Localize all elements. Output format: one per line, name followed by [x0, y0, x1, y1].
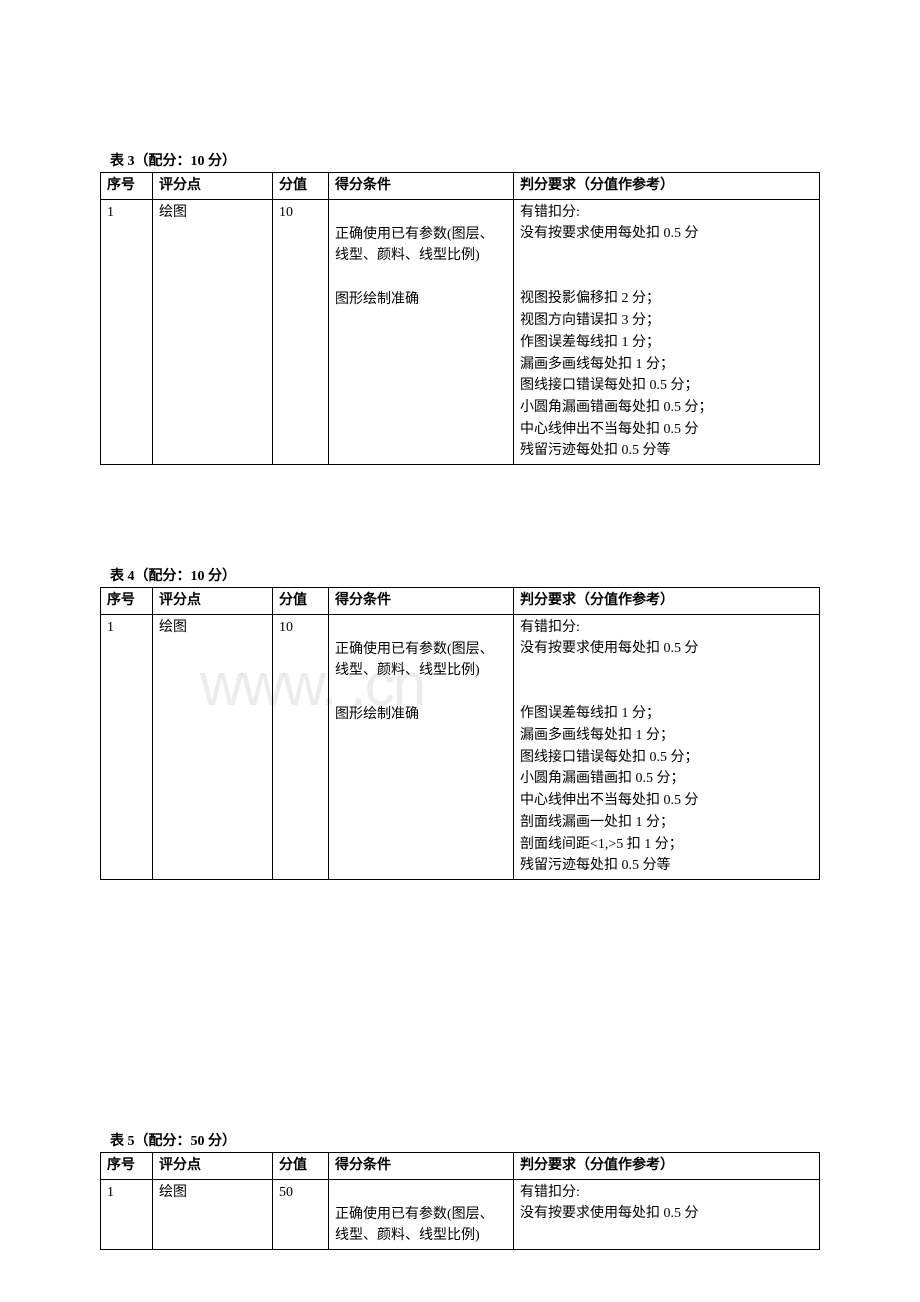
table5-requirement: 有错扣分: 没有按要求使用每处扣 0.5 分: [514, 1179, 820, 1249]
table5-score: 50: [273, 1179, 329, 1249]
req-line: 中心线伸出不当每处扣 0.5 分: [520, 419, 813, 441]
table3: 序号 评分点 分值 得分条件 判分要求（分值作参考） 1 绘图 10 正确使用已…: [100, 172, 820, 465]
req-line: 有错扣分:: [520, 617, 813, 639]
table3-title: 表 3（配分：10 分）: [100, 150, 820, 170]
req-line: 图线接口错误每处扣 0.5 分；: [520, 747, 813, 769]
table4-cond-line2: 图形绘制准确: [335, 704, 507, 726]
table3-seq: 1: [101, 199, 153, 464]
table4-cond-line1: 正确使用已有参数(图层、线型、颜料、线型比例): [335, 639, 507, 682]
table3-point: 绘图: [153, 199, 273, 464]
table3-row-1: 1 绘图 10 正确使用已有参数(图层、线型、颜料、线型比例) 图形绘制准确 有…: [101, 199, 820, 464]
table4-point: 绘图: [153, 614, 273, 879]
header-score: 分值: [273, 587, 329, 614]
req-line: 小圆角漏画错画扣 0.5 分；: [520, 768, 813, 790]
header-point: 评分点: [153, 1152, 273, 1179]
table4-seq: 1: [101, 614, 153, 879]
table4-requirement: 有错扣分: 没有按要求使用每处扣 0.5 分 作图误差每线扣 1 分； 漏画多画…: [514, 614, 820, 879]
table5-point: 绘图: [153, 1179, 273, 1249]
header-point: 评分点: [153, 173, 273, 200]
table4-row-1: 1 绘图 10 正确使用已有参数(图层、线型、颜料、线型比例) 图形绘制准确 有…: [101, 614, 820, 879]
table3-cond-line1: 正确使用已有参数(图层、线型、颜料、线型比例): [335, 224, 507, 267]
req-line: [520, 682, 813, 704]
header-requirement: 判分要求（分值作参考）: [514, 173, 820, 200]
req-line: 没有按要求使用每处扣 0.5 分: [520, 1203, 813, 1225]
req-line: 没有按要求使用每处扣 0.5 分: [520, 638, 813, 660]
req-line: 漏画多画线每处扣 1 分；: [520, 725, 813, 747]
table5-condition: 正确使用已有参数(图层、线型、颜料、线型比例): [329, 1179, 514, 1249]
header-seq: 序号: [101, 1152, 153, 1179]
header-seq: 序号: [101, 587, 153, 614]
header-requirement: 判分要求（分值作参考）: [514, 587, 820, 614]
req-line: 有错扣分:: [520, 1182, 813, 1204]
req-line: 剖面线间距<1,>5 扣 1 分；: [520, 834, 813, 856]
header-condition: 得分条件: [329, 173, 514, 200]
req-line: 作图误差每线扣 1 分；: [520, 332, 813, 354]
header-point: 评分点: [153, 587, 273, 614]
req-line: 剖面线漏画一处扣 1 分；: [520, 812, 813, 834]
table4-header-row: 序号 评分点 分值 得分条件 判分要求（分值作参考）: [101, 587, 820, 614]
header-condition: 得分条件: [329, 587, 514, 614]
table4: 序号 评分点 分值 得分条件 判分要求（分值作参考） 1 绘图 10 正确使用已…: [100, 587, 820, 880]
req-line: 图线接口错误每处扣 0.5 分；: [520, 375, 813, 397]
table4-title: 表 4（配分：10 分）: [100, 565, 820, 585]
table5: 序号 评分点 分值 得分条件 判分要求（分值作参考） 1 绘图 50 正确使用已…: [100, 1152, 820, 1250]
req-line: 小圆角漏画错画每处扣 0.5 分；: [520, 397, 813, 419]
req-line: 残留污迹每处扣 0.5 分等: [520, 855, 813, 877]
req-line: 有错扣分:: [520, 202, 813, 224]
req-line: 残留污迹每处扣 0.5 分等: [520, 440, 813, 462]
header-score: 分值: [273, 1152, 329, 1179]
header-score: 分值: [273, 173, 329, 200]
table4-score: 10: [273, 614, 329, 879]
table3-score: 10: [273, 199, 329, 464]
table5-cond-line1: 正确使用已有参数(图层、线型、颜料、线型比例): [335, 1204, 507, 1247]
table3-header-row: 序号 评分点 分值 得分条件 判分要求（分值作参考）: [101, 173, 820, 200]
header-condition: 得分条件: [329, 1152, 514, 1179]
table3-condition: 正确使用已有参数(图层、线型、颜料、线型比例) 图形绘制准确: [329, 199, 514, 464]
req-line: [520, 267, 813, 289]
req-line: 作图误差每线扣 1 分；: [520, 703, 813, 725]
header-seq: 序号: [101, 173, 153, 200]
table4-condition: 正确使用已有参数(图层、线型、颜料、线型比例) 图形绘制准确: [329, 614, 514, 879]
table3-cond-line2: 图形绘制准确: [335, 289, 507, 311]
req-line: [520, 660, 813, 682]
req-line: 视图方向错误扣 3 分；: [520, 310, 813, 332]
table5-header-row: 序号 评分点 分值 得分条件 判分要求（分值作参考）: [101, 1152, 820, 1179]
table3-requirement: 有错扣分: 没有按要求使用每处扣 0.5 分 视图投影偏移扣 2 分； 视图方向…: [514, 199, 820, 464]
table5-seq: 1: [101, 1179, 153, 1249]
req-line: [520, 245, 813, 267]
table5-title: 表 5（配分：50 分）: [100, 1130, 820, 1150]
req-line: 漏画多画线每处扣 1 分；: [520, 354, 813, 376]
req-line: 没有按要求使用每处扣 0.5 分: [520, 223, 813, 245]
header-requirement: 判分要求（分值作参考）: [514, 1152, 820, 1179]
req-line: 视图投影偏移扣 2 分；: [520, 288, 813, 310]
req-line: 中心线伸出不当每处扣 0.5 分: [520, 790, 813, 812]
table5-row-1: 1 绘图 50 正确使用已有参数(图层、线型、颜料、线型比例) 有错扣分: 没有…: [101, 1179, 820, 1249]
